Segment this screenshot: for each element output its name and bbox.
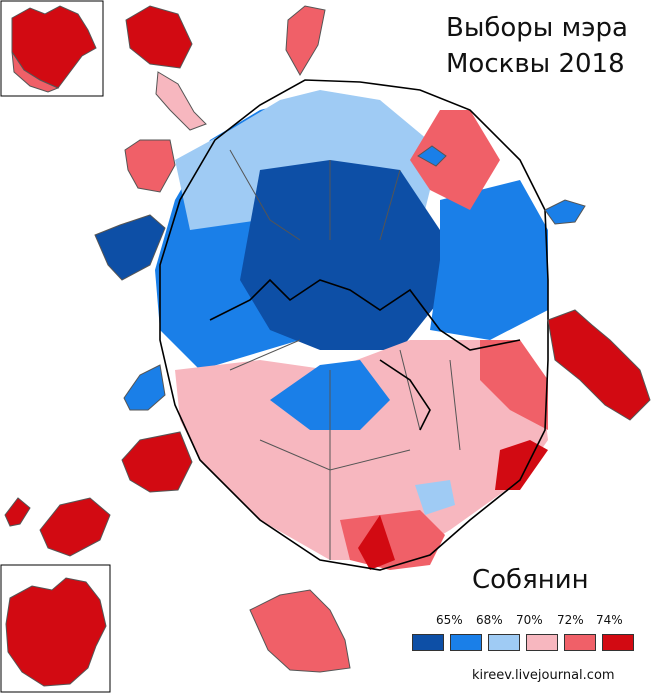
exclave-southwest-red — [121, 431, 193, 493]
district-lines — [229, 149, 461, 560]
exclave-east-blue — [544, 199, 586, 225]
exclave-west-blue — [123, 364, 166, 411]
legend-label: 72% — [557, 613, 584, 627]
map-title: Выборы мэра Москвы 2018 — [446, 10, 646, 82]
city-region-center-dark — [240, 160, 440, 350]
legend-label: 65% — [436, 613, 463, 627]
zelenograd-south — [11, 51, 60, 93]
legend-swatch — [412, 634, 444, 651]
moskva-river — [209, 278, 521, 431]
exclave-east-darkred — [547, 309, 651, 421]
title-line-1: Выборы мэра — [446, 13, 628, 43]
legend-label: 74% — [596, 613, 623, 627]
legend-swatch — [488, 634, 520, 651]
city-region-lightblue-south — [415, 480, 455, 515]
city-region-blue-east — [430, 180, 548, 340]
city-region-red-southeast — [480, 340, 548, 430]
legend-swatch — [602, 634, 634, 651]
city-region-darkred-south — [358, 515, 395, 570]
exclave-west-darkblue — [94, 214, 166, 281]
exclave-north-pink — [155, 71, 207, 131]
legend-swatch — [564, 634, 596, 651]
legend-label: 68% — [476, 613, 503, 627]
exclave-south — [249, 589, 351, 673]
candidate-name: Собянин — [472, 565, 589, 595]
exclave-northwest — [125, 5, 193, 69]
exclave-west-red — [124, 139, 176, 193]
source-credit: kireev.livejournal.com — [472, 668, 615, 683]
legend-swatches — [412, 634, 634, 651]
new-moscow-region — [5, 577, 107, 687]
legend-label: 70% — [516, 613, 543, 627]
legend-swatch — [526, 634, 558, 651]
city-boundary — [159, 79, 549, 571]
legend-swatch — [450, 634, 482, 651]
exclave-southwest-small — [4, 497, 31, 527]
exclave-southwest-far — [39, 497, 111, 557]
city-region-darkred-southeast — [495, 440, 548, 490]
exclave-north — [285, 5, 326, 76]
title-line-2: Москвы 2018 — [446, 49, 625, 79]
city-region-red-northeast — [410, 110, 500, 210]
exclave-northeast-blue — [417, 145, 447, 167]
